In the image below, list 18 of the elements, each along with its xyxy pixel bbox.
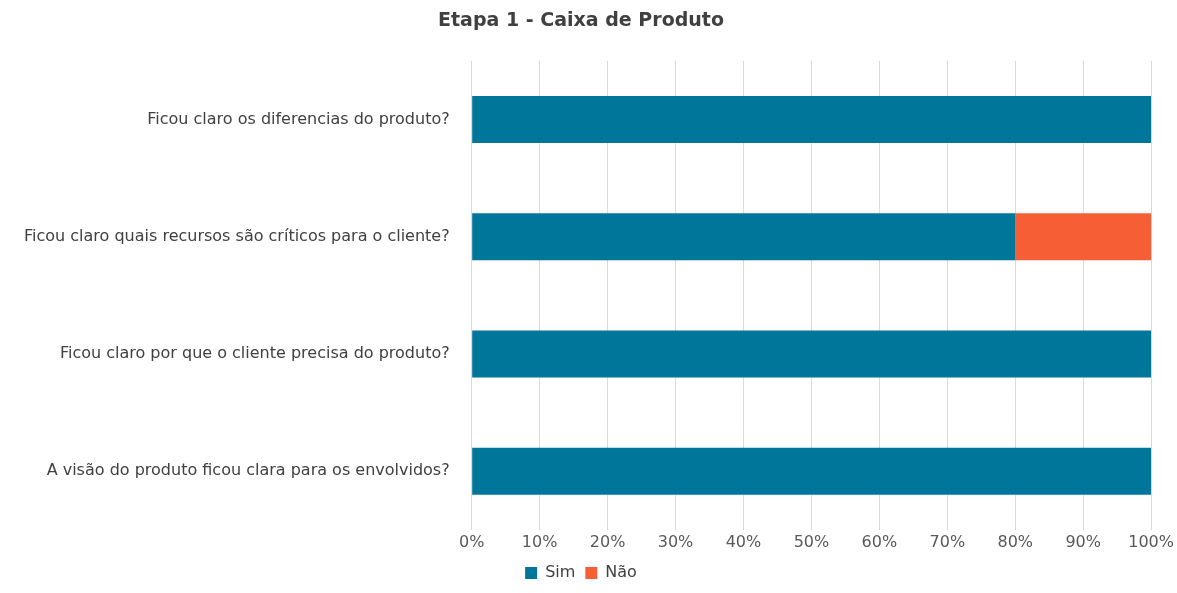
x-tick-label: 50%: [793, 531, 830, 551]
x-tick-label: 40%: [725, 531, 762, 551]
x-tick-label: 20%: [589, 531, 626, 551]
legend-label: Sim: [545, 562, 576, 582]
x-tick-label: 30%: [657, 531, 694, 551]
legend-label: Não: [605, 562, 637, 582]
x-tick-label: 0%: [459, 531, 485, 551]
y-tick-label: A visão do produto ficou clara para os envolvidos?: [46, 460, 450, 480]
y-tick-label: Ficou claro por que o cliente precisa do produto?: [59, 343, 450, 363]
y-tick-label: Ficou claro os diferencias do produto?: [147, 108, 450, 128]
x-tick-label: 60%: [861, 531, 898, 551]
x-tick-label: 100%: [1128, 531, 1174, 551]
chart-title: Etapa 1 - Caixa de Produto: [438, 8, 724, 31]
x-tick-label: 80%: [997, 531, 1034, 551]
y-tick-label: Ficou claro quais recursos são críticos para o cliente?: [23, 225, 450, 245]
x-tick-label: 10%: [521, 531, 558, 551]
x-tick-label: 90%: [1065, 531, 1101, 551]
x-tick-label: 70%: [929, 531, 966, 551]
